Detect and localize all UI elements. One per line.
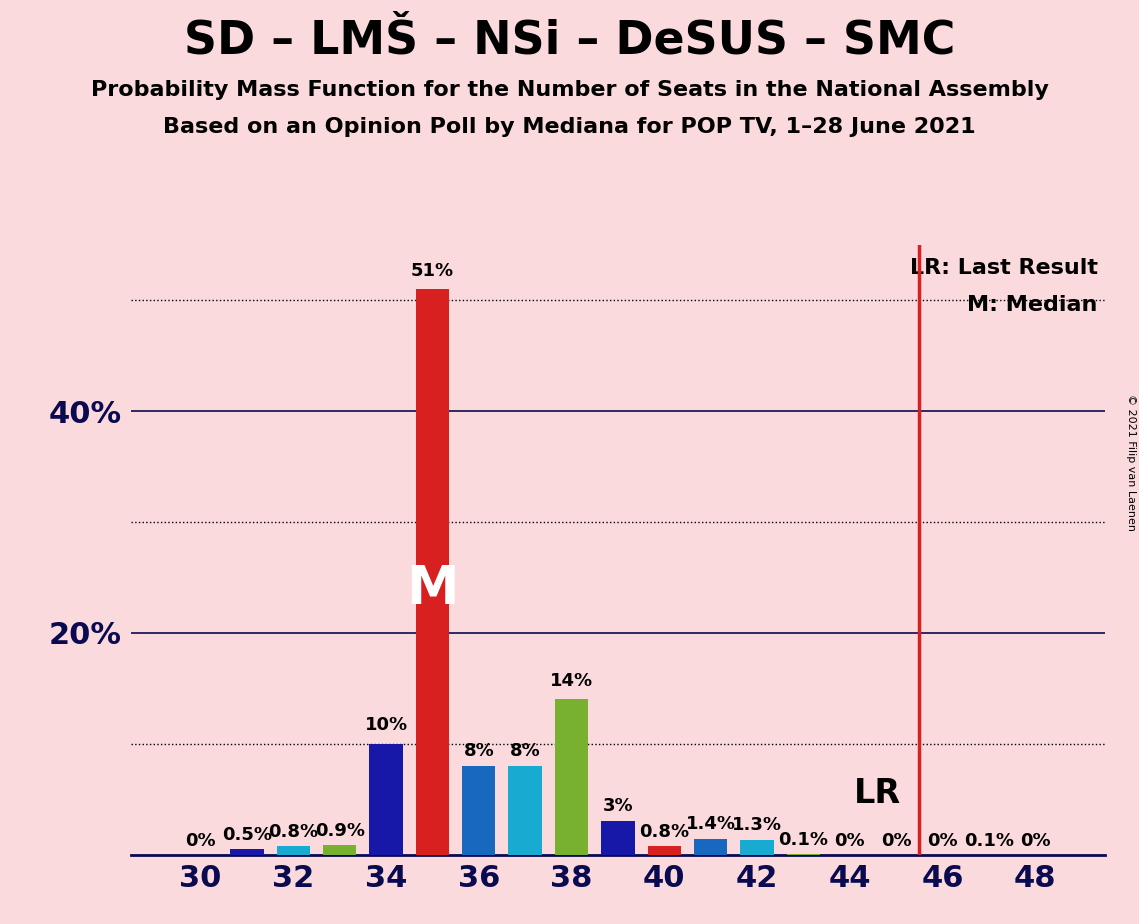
Bar [787, 854, 820, 855]
Text: SD – LMŠ – NSi – DeSUS – SMC: SD – LMŠ – NSi – DeSUS – SMC [183, 18, 956, 64]
Text: 0%: 0% [927, 832, 958, 850]
Text: 1.3%: 1.3% [732, 816, 782, 834]
Text: M: M [407, 563, 459, 614]
Text: Based on an Opinion Poll by Mediana for POP TV, 1–28 June 2021: Based on an Opinion Poll by Mediana for … [163, 117, 976, 138]
Bar [694, 839, 728, 855]
Bar [648, 845, 681, 855]
Text: 0.1%: 0.1% [778, 831, 828, 848]
Bar [277, 845, 310, 855]
Text: 0.8%: 0.8% [639, 823, 689, 841]
Text: LR: LR [853, 777, 901, 810]
Text: 14%: 14% [550, 672, 593, 690]
Text: 0%: 0% [835, 832, 866, 850]
Text: 0%: 0% [1019, 832, 1050, 850]
Bar [369, 744, 403, 855]
Text: LR: Last Result: LR: Last Result [910, 258, 1098, 278]
Text: 0%: 0% [186, 832, 216, 850]
Bar [555, 699, 588, 855]
Text: 8%: 8% [464, 742, 494, 760]
Text: © 2021 Filip van Laenen: © 2021 Filip van Laenen [1126, 394, 1136, 530]
Text: 0.1%: 0.1% [964, 832, 1014, 850]
Bar [508, 766, 542, 855]
Bar [462, 766, 495, 855]
Text: 1.4%: 1.4% [686, 815, 736, 833]
Text: Probability Mass Function for the Number of Seats in the National Assembly: Probability Mass Function for the Number… [91, 80, 1048, 101]
Text: 0%: 0% [880, 832, 911, 850]
Bar [323, 845, 357, 855]
Text: 0.9%: 0.9% [314, 821, 364, 840]
Bar [416, 289, 449, 855]
Text: 3%: 3% [603, 797, 633, 815]
Bar [230, 849, 263, 855]
Text: 0.5%: 0.5% [222, 826, 272, 845]
Text: M: Median: M: Median [967, 295, 1098, 315]
Text: 0.8%: 0.8% [268, 823, 319, 841]
Text: 10%: 10% [364, 716, 408, 735]
Text: 8%: 8% [510, 742, 541, 760]
Bar [740, 840, 773, 855]
Text: 51%: 51% [411, 261, 454, 280]
Bar [601, 821, 634, 855]
